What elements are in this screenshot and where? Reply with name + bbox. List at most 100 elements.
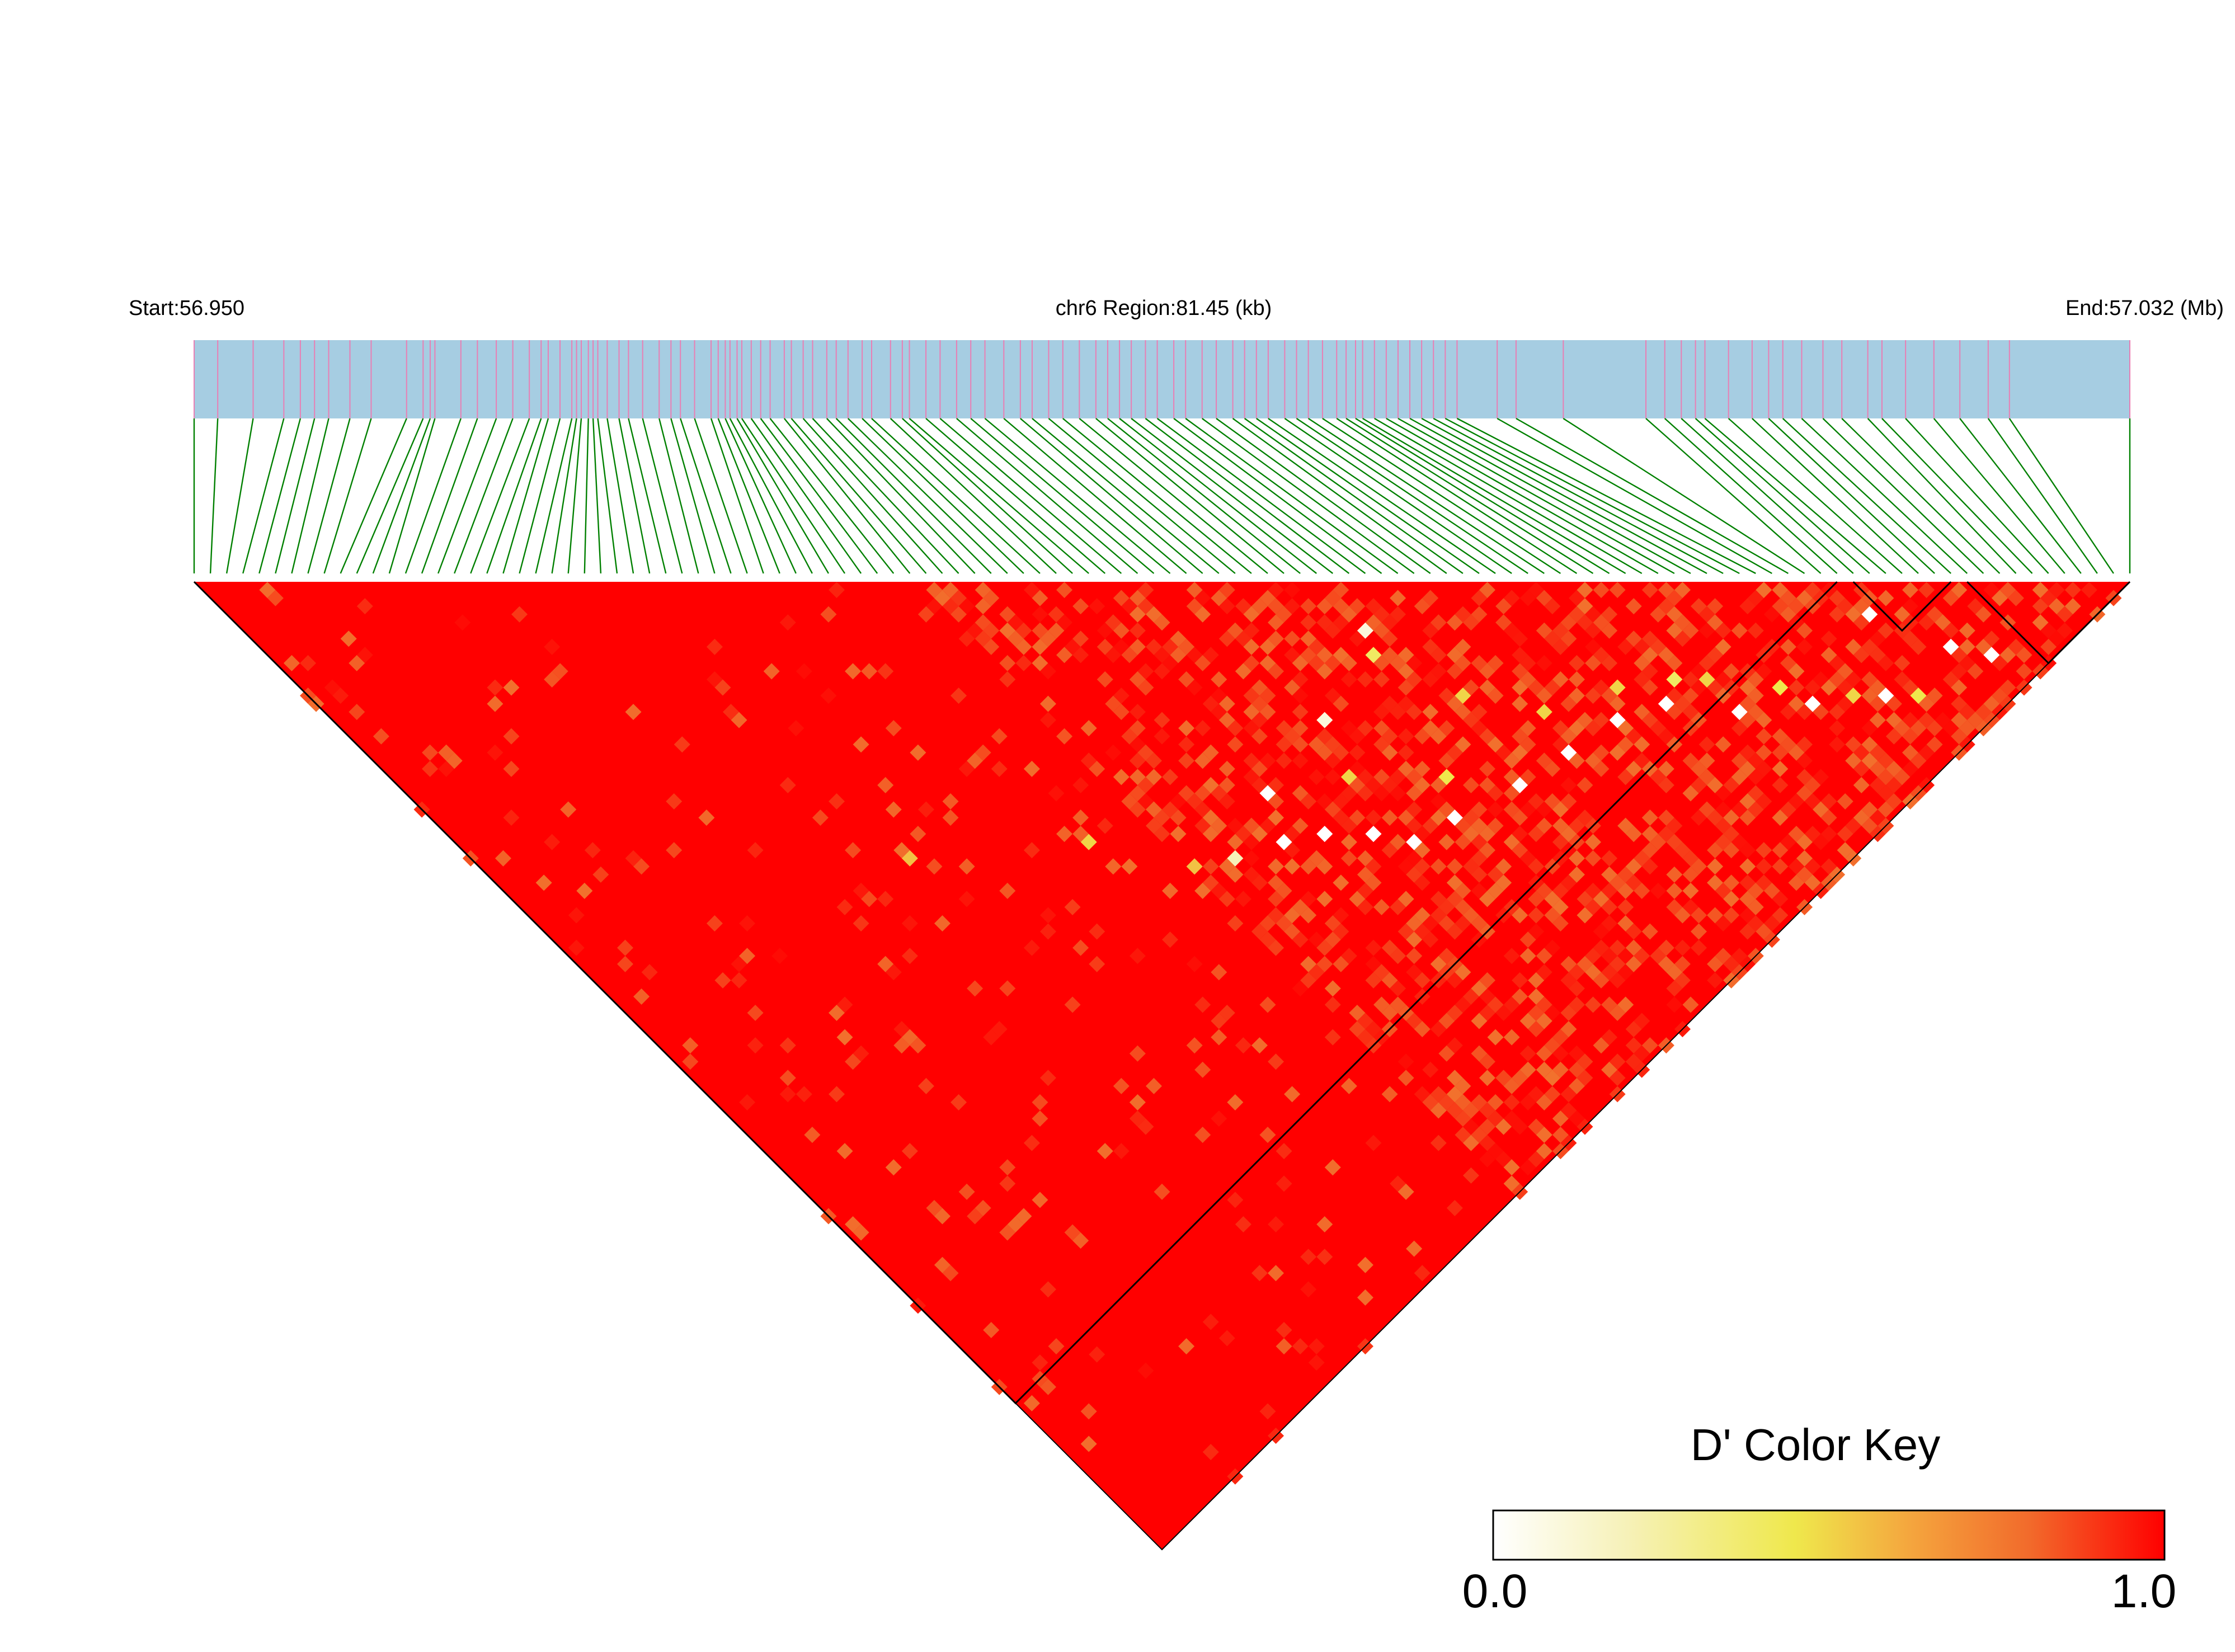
ld-cell [1089, 923, 1105, 940]
ld-cell [1023, 939, 1040, 956]
ld-cell [1528, 923, 1545, 940]
ld-cell [1723, 809, 1740, 826]
ld-cell [1593, 647, 1610, 663]
ld-cell [1487, 687, 1504, 704]
ld-cell [1422, 704, 1439, 721]
ld-cell [1641, 809, 1658, 826]
snp-connector [710, 418, 764, 574]
ld-cell [267, 590, 284, 606]
ld-cell [1373, 704, 1390, 721]
snp-connector [291, 418, 330, 574]
ld-cell [1129, 1094, 1146, 1110]
ld-cell [1430, 614, 1447, 631]
ld-cell [1039, 663, 1057, 680]
ld-cell [1129, 606, 1146, 623]
ld-cell [1951, 663, 1968, 680]
ld-cell [682, 1037, 699, 1054]
ld-cell [1731, 720, 1748, 737]
ld-cell [1926, 687, 1943, 704]
ld-cell [1072, 647, 1089, 663]
ld-cell [1666, 996, 1683, 1013]
ld-cell [1080, 720, 1097, 737]
snp-connector [1185, 418, 1399, 574]
ld-cell [1357, 671, 1373, 688]
ld-cell [1446, 972, 1463, 989]
ld-cell [1829, 704, 1846, 721]
ld-cell [1617, 882, 1634, 899]
ld-cell [1072, 939, 1089, 956]
ld-cell [812, 809, 829, 826]
ld-cell [1756, 712, 1772, 728]
ld-cell [1625, 1053, 1642, 1070]
ld-cell [1390, 980, 1406, 997]
snp-connector [1020, 418, 1203, 574]
ld-cell [1634, 1013, 1650, 1029]
ld-cell [1584, 834, 1602, 850]
ld-cell [1390, 785, 1406, 802]
ld-cell [1154, 647, 1170, 663]
ld-cell [1512, 663, 1528, 680]
ld-cell [1658, 728, 1674, 745]
ld-cell [1666, 590, 1683, 606]
ld-cell [1910, 687, 1927, 704]
ld-cell [999, 1159, 1016, 1176]
ld-cell [1267, 630, 1284, 647]
ld-cell [1487, 996, 1504, 1013]
ld-cell [1422, 590, 1439, 606]
ld-cell [1316, 647, 1333, 663]
ld-cell [1690, 858, 1707, 875]
ld-cell [1129, 769, 1146, 785]
snp-connector [372, 418, 431, 574]
ld-cell [1308, 638, 1325, 655]
ld-cell [1194, 1061, 1211, 1078]
ld-cell [1658, 826, 1674, 843]
ld-cell [1763, 606, 1780, 623]
ld-cell [1089, 1346, 1105, 1363]
ld-cell [1406, 931, 1423, 948]
ld-cell [560, 801, 577, 818]
ld-cell [1300, 907, 1317, 924]
ld-cell [1625, 1037, 1642, 1054]
ld-cell [1381, 728, 1398, 745]
ld-cell [1747, 622, 1764, 639]
ld-cell [1829, 736, 1846, 753]
ld-cell [446, 752, 463, 769]
snp-connector [791, 418, 927, 574]
ld-cell [1796, 785, 1813, 802]
ld-cell [1267, 1216, 1284, 1233]
snp-connector [1032, 418, 1220, 574]
ld-cell [1528, 858, 1545, 875]
snp-connector [1079, 418, 1268, 574]
ld-cell [1666, 866, 1683, 883]
ld-cell [877, 891, 894, 907]
ld-cell [1512, 1070, 1528, 1086]
ld-cell [901, 948, 918, 964]
ld-cell [1772, 891, 1789, 907]
ld-cell [1690, 598, 1707, 615]
snp-connector [1145, 418, 1350, 574]
ld-cell [1739, 598, 1756, 615]
ld-cell [1902, 744, 1919, 761]
ld-cell [1715, 948, 1731, 964]
ld-cell [1373, 671, 1390, 688]
ld-cell [1145, 638, 1162, 655]
ld-cell [1666, 687, 1683, 704]
ld-cell [1048, 785, 1065, 802]
ld-cell [1536, 1061, 1552, 1078]
ld-cell [1267, 907, 1284, 924]
ld-cell [1577, 1053, 1593, 1070]
ld-cell [1194, 801, 1211, 818]
ld-cell [1804, 582, 1821, 599]
ld-cell [1137, 776, 1154, 793]
ld-cell [1259, 752, 1276, 769]
ld-cell [1455, 1094, 1471, 1110]
ld-cell [1324, 1029, 1341, 1046]
ld-cell [1813, 834, 1829, 850]
snp-connector [1704, 418, 1886, 574]
ld-cell [1528, 891, 1545, 907]
ld-cell [1381, 776, 1398, 793]
ld-cell [1105, 744, 1122, 761]
ld-cell [1698, 769, 1715, 785]
ld-cell [1162, 638, 1179, 655]
ld-cell [2007, 590, 2025, 606]
